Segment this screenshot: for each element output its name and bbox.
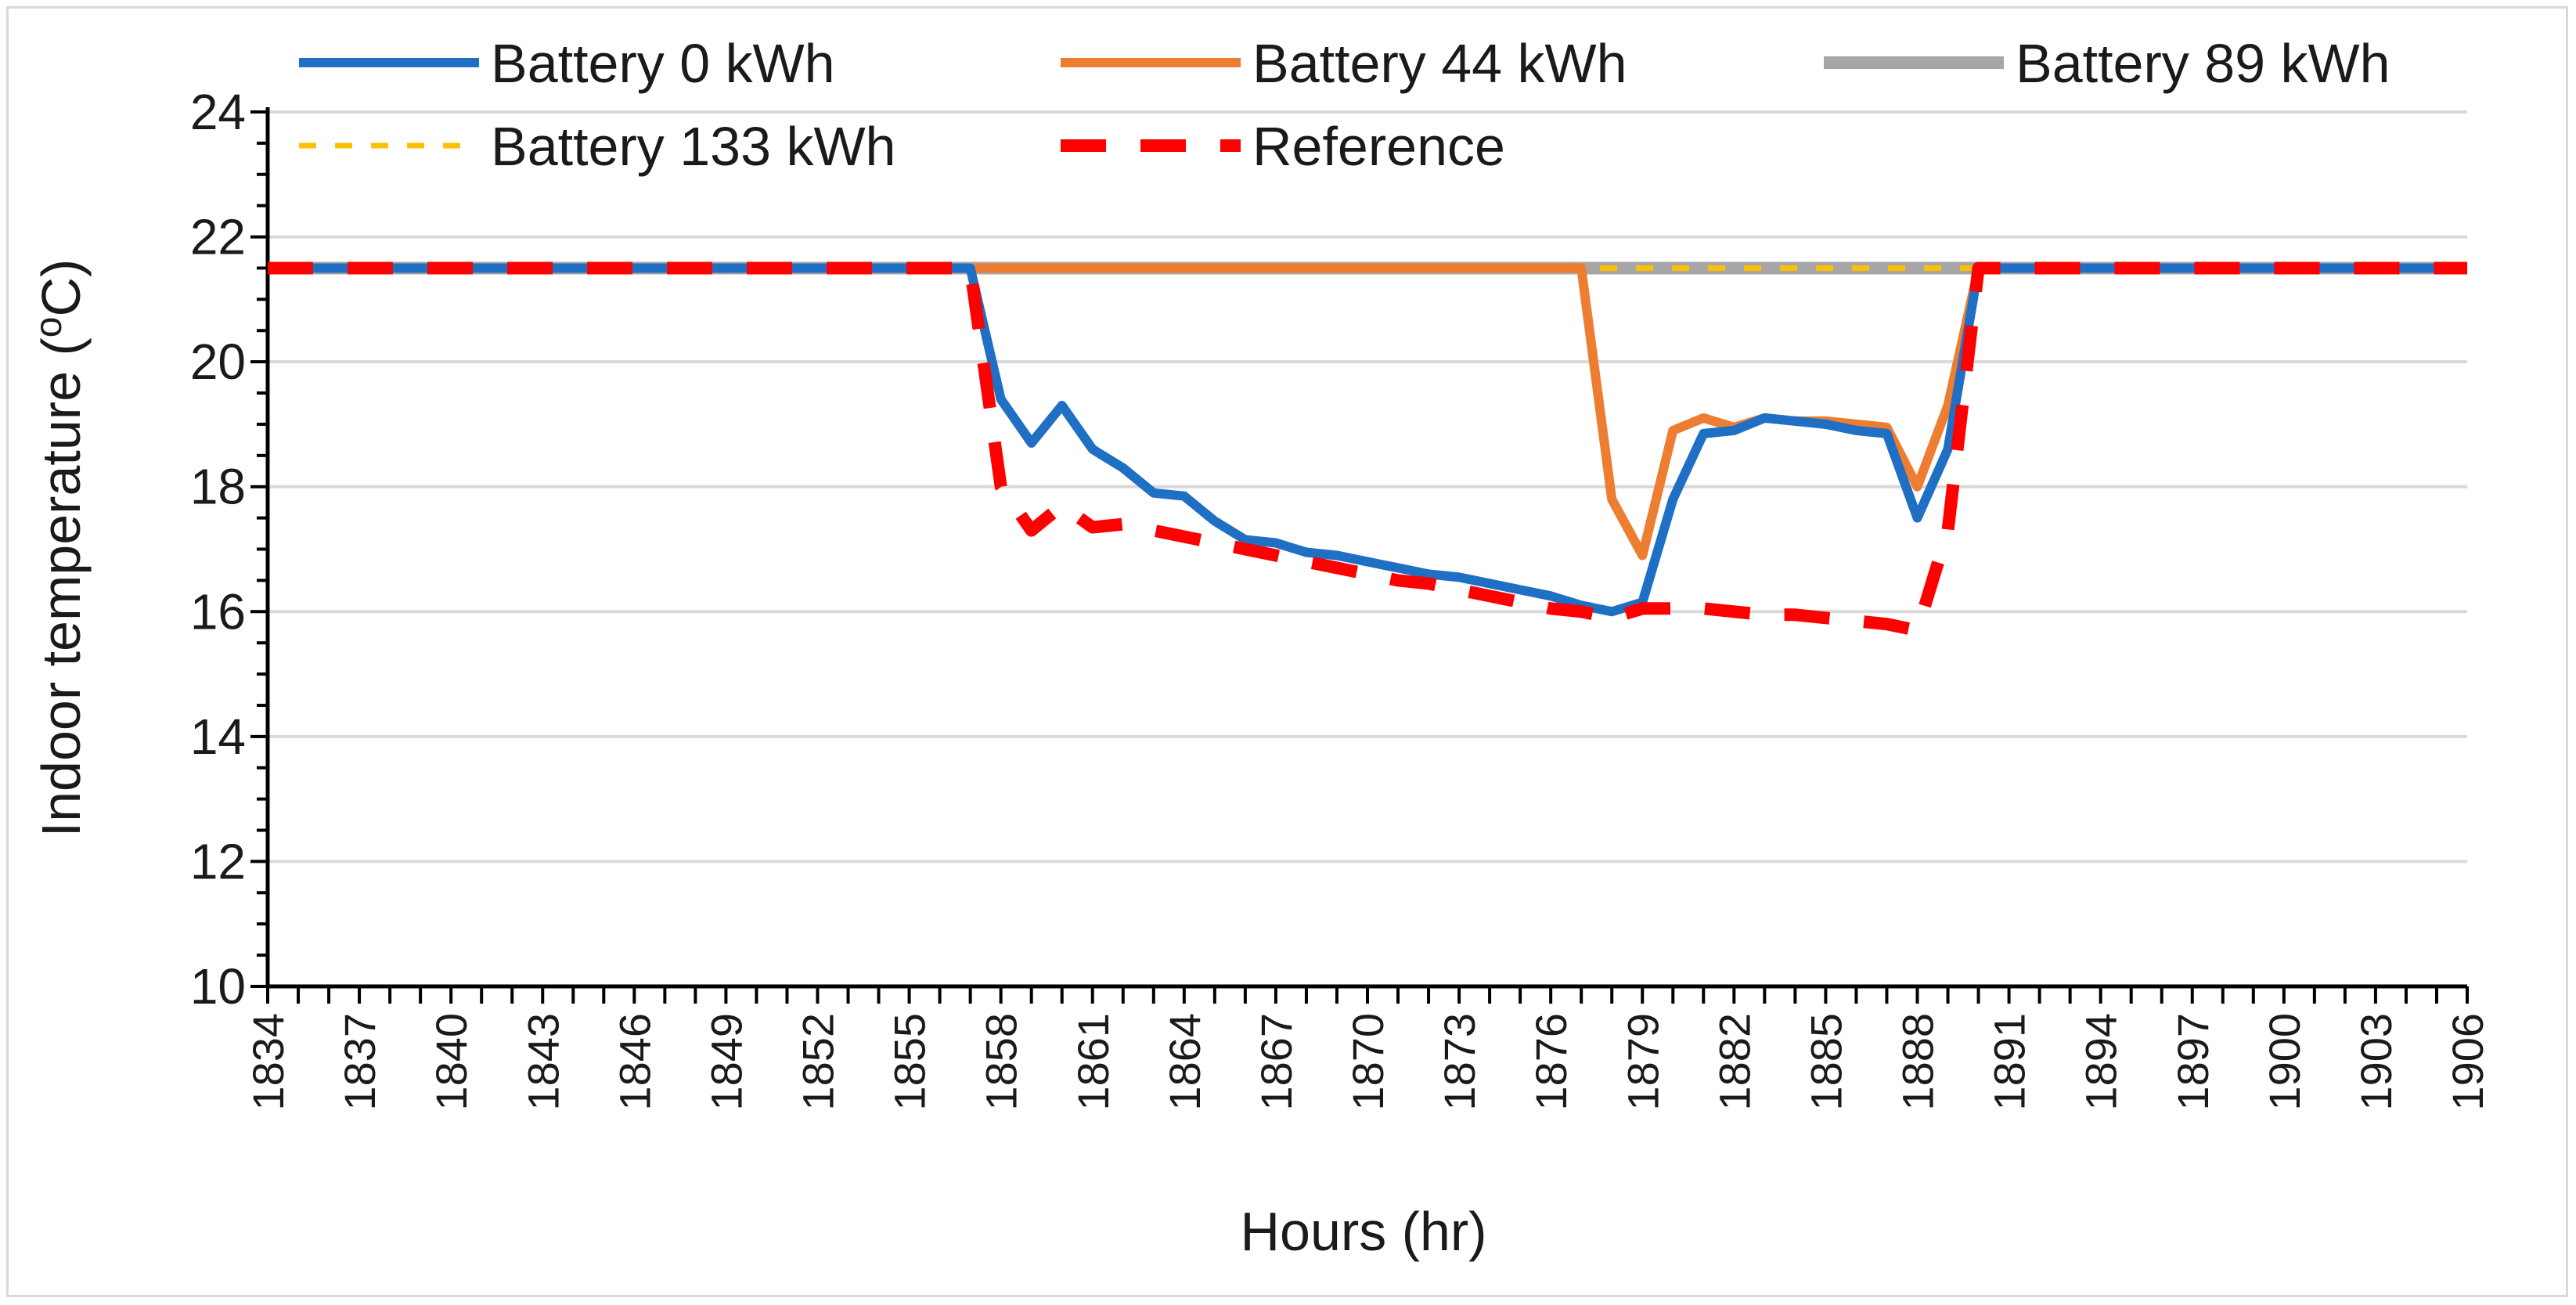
x-tick-label-1876: 1876 xyxy=(1526,1013,1576,1111)
x-tick-label-1849: 1849 xyxy=(701,1013,751,1111)
legend-label-battery-44-kwh: Battery 44 kWh xyxy=(1252,33,1627,94)
x-tick-label-1879: 1879 xyxy=(1618,1013,1667,1111)
x-tick-label-1840: 1840 xyxy=(427,1013,476,1111)
x-tick-label-1894: 1894 xyxy=(2077,1013,2126,1111)
y-tick-label-14: 14 xyxy=(190,708,246,765)
x-tick-label-1888: 1888 xyxy=(1893,1013,1943,1111)
y-tick-label-12: 12 xyxy=(190,833,246,889)
legend-label-battery-0-kwh: Battery 0 kWh xyxy=(491,33,835,94)
x-tick-label-1900: 1900 xyxy=(2260,1013,2309,1111)
x-tick-label-1855: 1855 xyxy=(885,1013,935,1111)
legend-label-battery-133-kwh: Battery 133 kWh xyxy=(491,116,895,177)
chart-frame xyxy=(6,6,2568,1297)
legend: Battery 0 kWh Battery 44 kWh Battery 89 kW… xyxy=(299,33,2390,177)
series-line-battery-44-kwh xyxy=(268,263,2467,561)
x-tick-label-1897: 1897 xyxy=(2168,1013,2218,1111)
tick-labels: 10 12 14 16 18 20 22 24 1834 1837 1840 1843 1846 1849… xyxy=(190,84,2492,1111)
legend-label-reference: Reference xyxy=(1252,116,1505,177)
x-tick-label-1834: 1834 xyxy=(243,1013,293,1111)
x-axis-title: Hours (hr) xyxy=(1240,1201,1486,1262)
axes xyxy=(250,107,2469,1004)
x-tick-label-1858: 1858 xyxy=(977,1013,1026,1111)
series-line-reference xyxy=(268,261,2467,637)
y-tick-label-16: 16 xyxy=(190,583,246,640)
series-lines xyxy=(268,261,2467,637)
x-tick-label-1837: 1837 xyxy=(335,1013,384,1111)
x-tick-label-1870: 1870 xyxy=(1343,1013,1392,1111)
x-tick-label-1864: 1864 xyxy=(1160,1013,1209,1111)
y-tick-label-20: 20 xyxy=(190,333,246,390)
y-axis-title: Indoor temperature (oC) xyxy=(28,259,92,838)
x-tick-label-1885: 1885 xyxy=(1801,1013,1850,1111)
y-tick-label-10: 10 xyxy=(190,958,246,1015)
x-tick-label-1906: 1906 xyxy=(2443,1013,2492,1111)
y-tick-label-22: 22 xyxy=(190,209,246,265)
x-tick-label-1873: 1873 xyxy=(1435,1013,1484,1111)
x-tick-label-1891: 1891 xyxy=(1985,1013,2034,1111)
x-tick-label-1882: 1882 xyxy=(1710,1013,1759,1111)
x-tick-label-1867: 1867 xyxy=(1252,1013,1301,1111)
y-tick-label-24: 24 xyxy=(190,84,246,140)
x-tick-label-1903: 1903 xyxy=(2351,1013,2401,1111)
legend-label-battery-89-kwh: Battery 89 kWh xyxy=(2016,33,2390,94)
x-tick-label-1846: 1846 xyxy=(610,1013,659,1111)
x-tick-label-1852: 1852 xyxy=(794,1013,843,1111)
series-line-battery-0-kwh xyxy=(268,263,2467,617)
x-tick-label-1843: 1843 xyxy=(518,1013,567,1111)
x-tick-label-1861: 1861 xyxy=(1068,1013,1118,1111)
gridlines xyxy=(268,110,2467,863)
y-tick-label-18: 18 xyxy=(190,459,246,515)
